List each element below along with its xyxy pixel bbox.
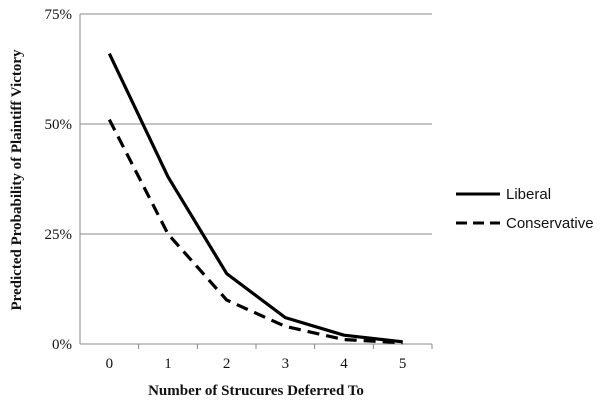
series-lines [107, 52, 403, 345]
x-tick-label: 4 [340, 356, 348, 372]
legend: Liberal Conservative [456, 186, 594, 232]
y-tick-label: 0% [52, 337, 72, 353]
x-tick-labels: 0 1 2 3 4 5 [106, 344, 433, 372]
series-line-conservative [107, 118, 403, 345]
y-tick-label: 75% [45, 7, 73, 23]
series-line-liberal [107, 52, 403, 344]
x-tick-label: 2 [223, 356, 231, 372]
x-tick-label: 5 [399, 356, 407, 372]
y-tick-labels: 0% 25% 50% 75% [45, 7, 73, 353]
x-tick-label: 1 [164, 356, 172, 372]
y-tick-label: 50% [45, 117, 73, 133]
legend-label-conservative: Conservative [506, 215, 594, 232]
x-axis-title: Number of Strucures Deferred To [148, 383, 364, 399]
y-tick-label: 25% [45, 227, 73, 243]
x-tick-label: 0 [106, 356, 114, 372]
x-tick-label: 3 [282, 356, 290, 372]
legend-label-liberal: Liberal [506, 186, 551, 203]
y-axis-title: Predicted Probability of Plaintiff Victo… [9, 49, 25, 311]
gridlines [80, 13, 432, 235]
